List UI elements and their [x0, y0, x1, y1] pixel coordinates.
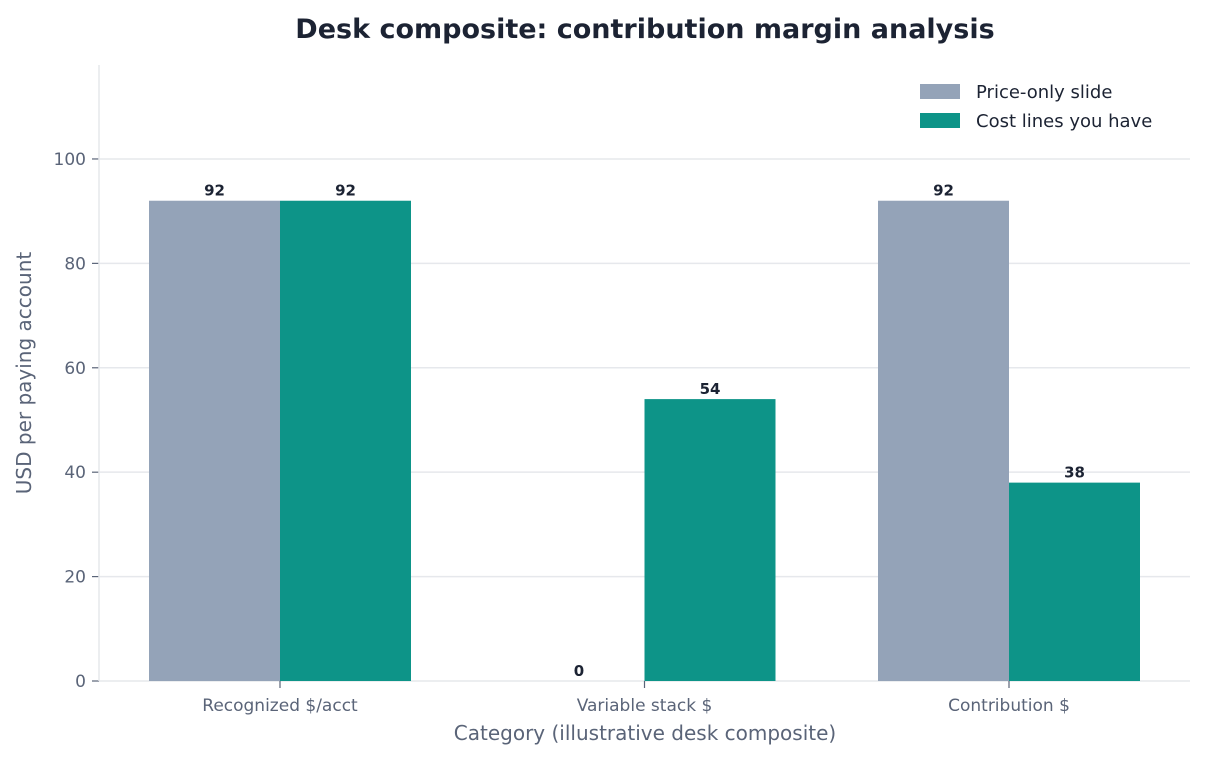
bar: [644, 399, 776, 681]
legend-label: Cost lines you have: [976, 111, 1152, 132]
legend-swatch: [920, 113, 960, 128]
y-tick-label: 0: [75, 672, 86, 692]
y-tick-label: 20: [64, 568, 86, 588]
bar: [1009, 482, 1140, 681]
bar: [878, 200, 1009, 681]
y-tick-label: 100: [54, 150, 86, 170]
y-axis-label: USD per paying account: [12, 252, 36, 495]
bar-value-label: 0: [574, 662, 584, 680]
legend-swatch: [920, 84, 960, 99]
y-tick-label: 60: [64, 359, 86, 379]
bar-value-label: 92: [933, 182, 954, 200]
bar-value-label: 38: [1064, 464, 1085, 482]
legend-label: Price-only slide: [976, 82, 1112, 103]
bar: [149, 200, 280, 681]
chart-title: Desk composite: contribution margin anal…: [295, 14, 994, 45]
bar: [280, 200, 411, 681]
bar-value-label: 92: [204, 182, 225, 200]
x-axis-label: Category (illustrative desk composite): [454, 721, 836, 745]
bar-value-label: 92: [335, 182, 356, 200]
y-tick-label: 80: [64, 254, 86, 274]
bar-value-label: 54: [700, 380, 721, 398]
x-tick-label: Contribution $: [948, 696, 1070, 716]
y-tick-label: 40: [64, 463, 86, 483]
bar-value-labels: 92 92 0 54 92 38: [204, 182, 1085, 680]
x-tick-label: Variable stack $: [577, 696, 713, 716]
bars: [149, 200, 1140, 681]
legend: Price-only slide Cost lines you have: [920, 82, 1152, 132]
x-tick-label: Recognized $/acct: [202, 696, 358, 716]
